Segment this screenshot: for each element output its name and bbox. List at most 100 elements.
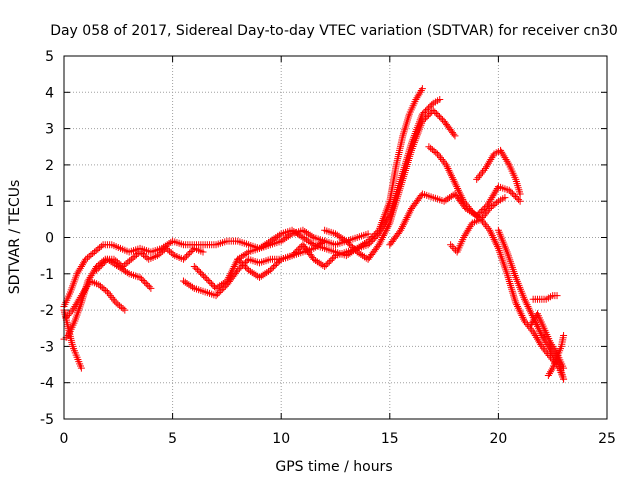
chart-title: Day 058 of 2017, Sidereal Day-to-day VTE…	[50, 23, 618, 39]
data-point-interp	[398, 223, 406, 231]
data-point-interp	[379, 232, 387, 240]
data-point-interp	[269, 263, 277, 271]
data-point-interp	[413, 94, 421, 102]
data-point-interp	[423, 105, 431, 113]
data-point	[299, 234, 307, 241]
data-point-interp	[485, 199, 493, 207]
data-point	[547, 339, 555, 347]
data-point-interp	[523, 301, 531, 309]
data-point-interp	[235, 265, 243, 273]
data-point	[90, 248, 98, 256]
y-tick-label: -5	[40, 412, 54, 428]
data-point-interp	[432, 149, 440, 157]
data-point	[212, 292, 220, 300]
data-point-interp	[301, 235, 309, 243]
data-point-interp	[464, 226, 472, 234]
data-point-interp	[350, 245, 358, 253]
data-point-interp	[450, 177, 458, 185]
data-point-interp	[268, 236, 276, 244]
data-point-interp	[379, 234, 387, 241]
x-axis-label: GPS time / hours	[275, 459, 392, 475]
data-point-interp	[432, 110, 440, 118]
data-point-interp	[339, 235, 347, 243]
data-point-interp	[516, 308, 524, 316]
data-point-interp	[126, 257, 134, 265]
data-point-interp	[215, 288, 223, 296]
data-point	[277, 237, 285, 245]
data-point-interp	[492, 186, 500, 194]
data-point-interp	[200, 272, 208, 280]
data-point-interp	[65, 310, 73, 318]
data-point-interp	[271, 262, 279, 270]
data-point-interp	[187, 248, 195, 256]
data-point-interp	[96, 282, 104, 290]
data-point	[486, 204, 494, 212]
data-point-interp	[297, 232, 305, 240]
data-point-interp	[403, 214, 411, 222]
data-point-interp	[273, 260, 281, 268]
data-point	[468, 208, 476, 216]
data-point	[538, 342, 546, 350]
data-point-interp	[94, 265, 102, 273]
data-point-interp	[217, 281, 225, 289]
data-point-interp	[312, 256, 320, 264]
data-point-interp	[459, 195, 467, 203]
data-point-interp	[376, 239, 384, 247]
data-point-interp	[272, 234, 280, 241]
data-point-interp	[186, 249, 194, 257]
data-point-interp	[535, 337, 543, 345]
data-point-interp	[515, 306, 523, 314]
data-point	[497, 146, 505, 154]
data-point-interp	[294, 245, 302, 253]
data-point-interp	[537, 330, 545, 338]
data-point-interp	[531, 332, 539, 340]
data-point-interp	[425, 104, 433, 112]
data-point-interp	[144, 281, 152, 289]
data-point	[418, 110, 426, 118]
data-point-interp	[477, 170, 485, 178]
data-point-interp	[540, 335, 548, 343]
data-point-interp	[488, 154, 496, 162]
data-point-interp	[406, 208, 414, 216]
data-point-interp	[527, 310, 535, 318]
data-point-interp	[447, 172, 455, 180]
data-point-interp	[453, 183, 461, 191]
data-point	[103, 255, 111, 263]
data-point-interp	[417, 86, 425, 94]
data-point-interp	[74, 297, 82, 305]
data-point-interp	[367, 238, 375, 246]
data-point-interp	[77, 263, 85, 271]
data-point-interp	[274, 258, 282, 266]
data-point-interp	[446, 168, 454, 176]
data-point	[527, 321, 535, 329]
data-point	[223, 277, 231, 285]
data-point-interp	[487, 228, 495, 236]
data-point	[158, 244, 166, 252]
data-point	[520, 295, 528, 303]
data-point	[418, 117, 426, 125]
data-point-interp	[330, 253, 338, 261]
data-point-interp	[189, 283, 197, 291]
data-point-interp	[489, 202, 497, 210]
data-point-interp	[279, 236, 287, 244]
data-point-interp	[489, 152, 497, 160]
data-point	[512, 299, 520, 307]
data-point	[460, 234, 468, 241]
data-point-interp	[96, 263, 104, 271]
data-point-interp	[114, 300, 122, 308]
data-point-interp	[450, 244, 458, 252]
data-point	[77, 292, 85, 300]
data-point-interp	[502, 155, 510, 163]
data-point-interp	[414, 92, 422, 100]
data-point	[375, 241, 383, 249]
data-point-interp	[207, 280, 215, 288]
data-point-interp	[513, 301, 521, 309]
grid	[64, 56, 607, 419]
data-point-interp	[224, 275, 232, 283]
data-point-interp	[290, 227, 298, 235]
data-point-interp	[291, 249, 299, 257]
data-point-interp	[122, 267, 130, 275]
data-point-interp	[454, 184, 462, 192]
data-point-interp	[183, 279, 191, 287]
data-point-interp	[514, 304, 522, 312]
